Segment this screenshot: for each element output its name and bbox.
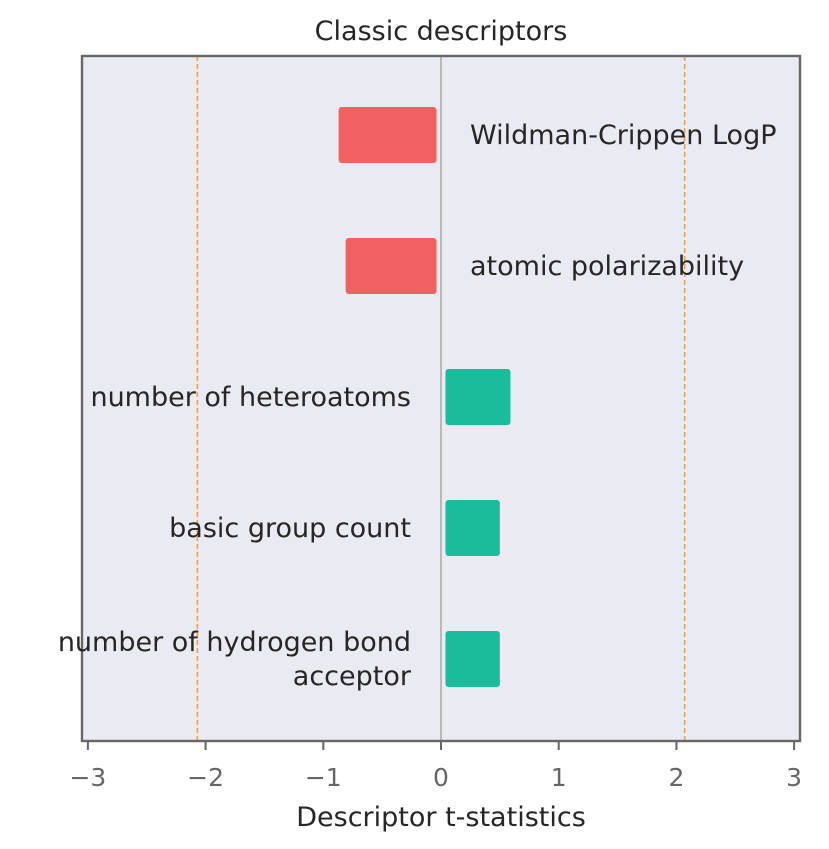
bar-3	[445, 500, 500, 556]
x-tick-label: −2	[187, 763, 224, 792]
x-tick-label: 0	[433, 763, 449, 792]
bar-1	[345, 238, 437, 294]
x-tick-label: −1	[305, 763, 342, 792]
category-label-4: number of hydrogen bond acceptor	[58, 627, 412, 692]
x-axis-title: Descriptor t-statistics	[296, 802, 586, 833]
category-label-line: number of heteroatoms	[90, 382, 411, 413]
bar-2	[445, 369, 511, 425]
category-label-line: Wildman-Crippen LogP	[470, 120, 777, 151]
x-tick-label: 3	[786, 763, 802, 792]
category-label-1: atomic polarizability	[470, 251, 744, 282]
bar-0	[338, 107, 437, 163]
category-label-line: number of hydrogen bond	[58, 627, 411, 658]
x-tick-label: 1	[551, 763, 567, 792]
category-label-line: acceptor	[293, 661, 412, 692]
chart-title: Classic descriptors	[315, 16, 568, 47]
category-label-3: basic group count	[169, 513, 411, 544]
category-label-2: number of heteroatoms	[90, 382, 411, 413]
category-label-0: Wildman-Crippen LogP	[470, 120, 777, 151]
bar-4	[445, 631, 500, 687]
category-label-line: basic group count	[169, 513, 411, 544]
x-tick-label: 2	[668, 763, 684, 792]
category-label-line: atomic polarizability	[470, 251, 744, 282]
x-tick-label: −3	[69, 763, 106, 792]
